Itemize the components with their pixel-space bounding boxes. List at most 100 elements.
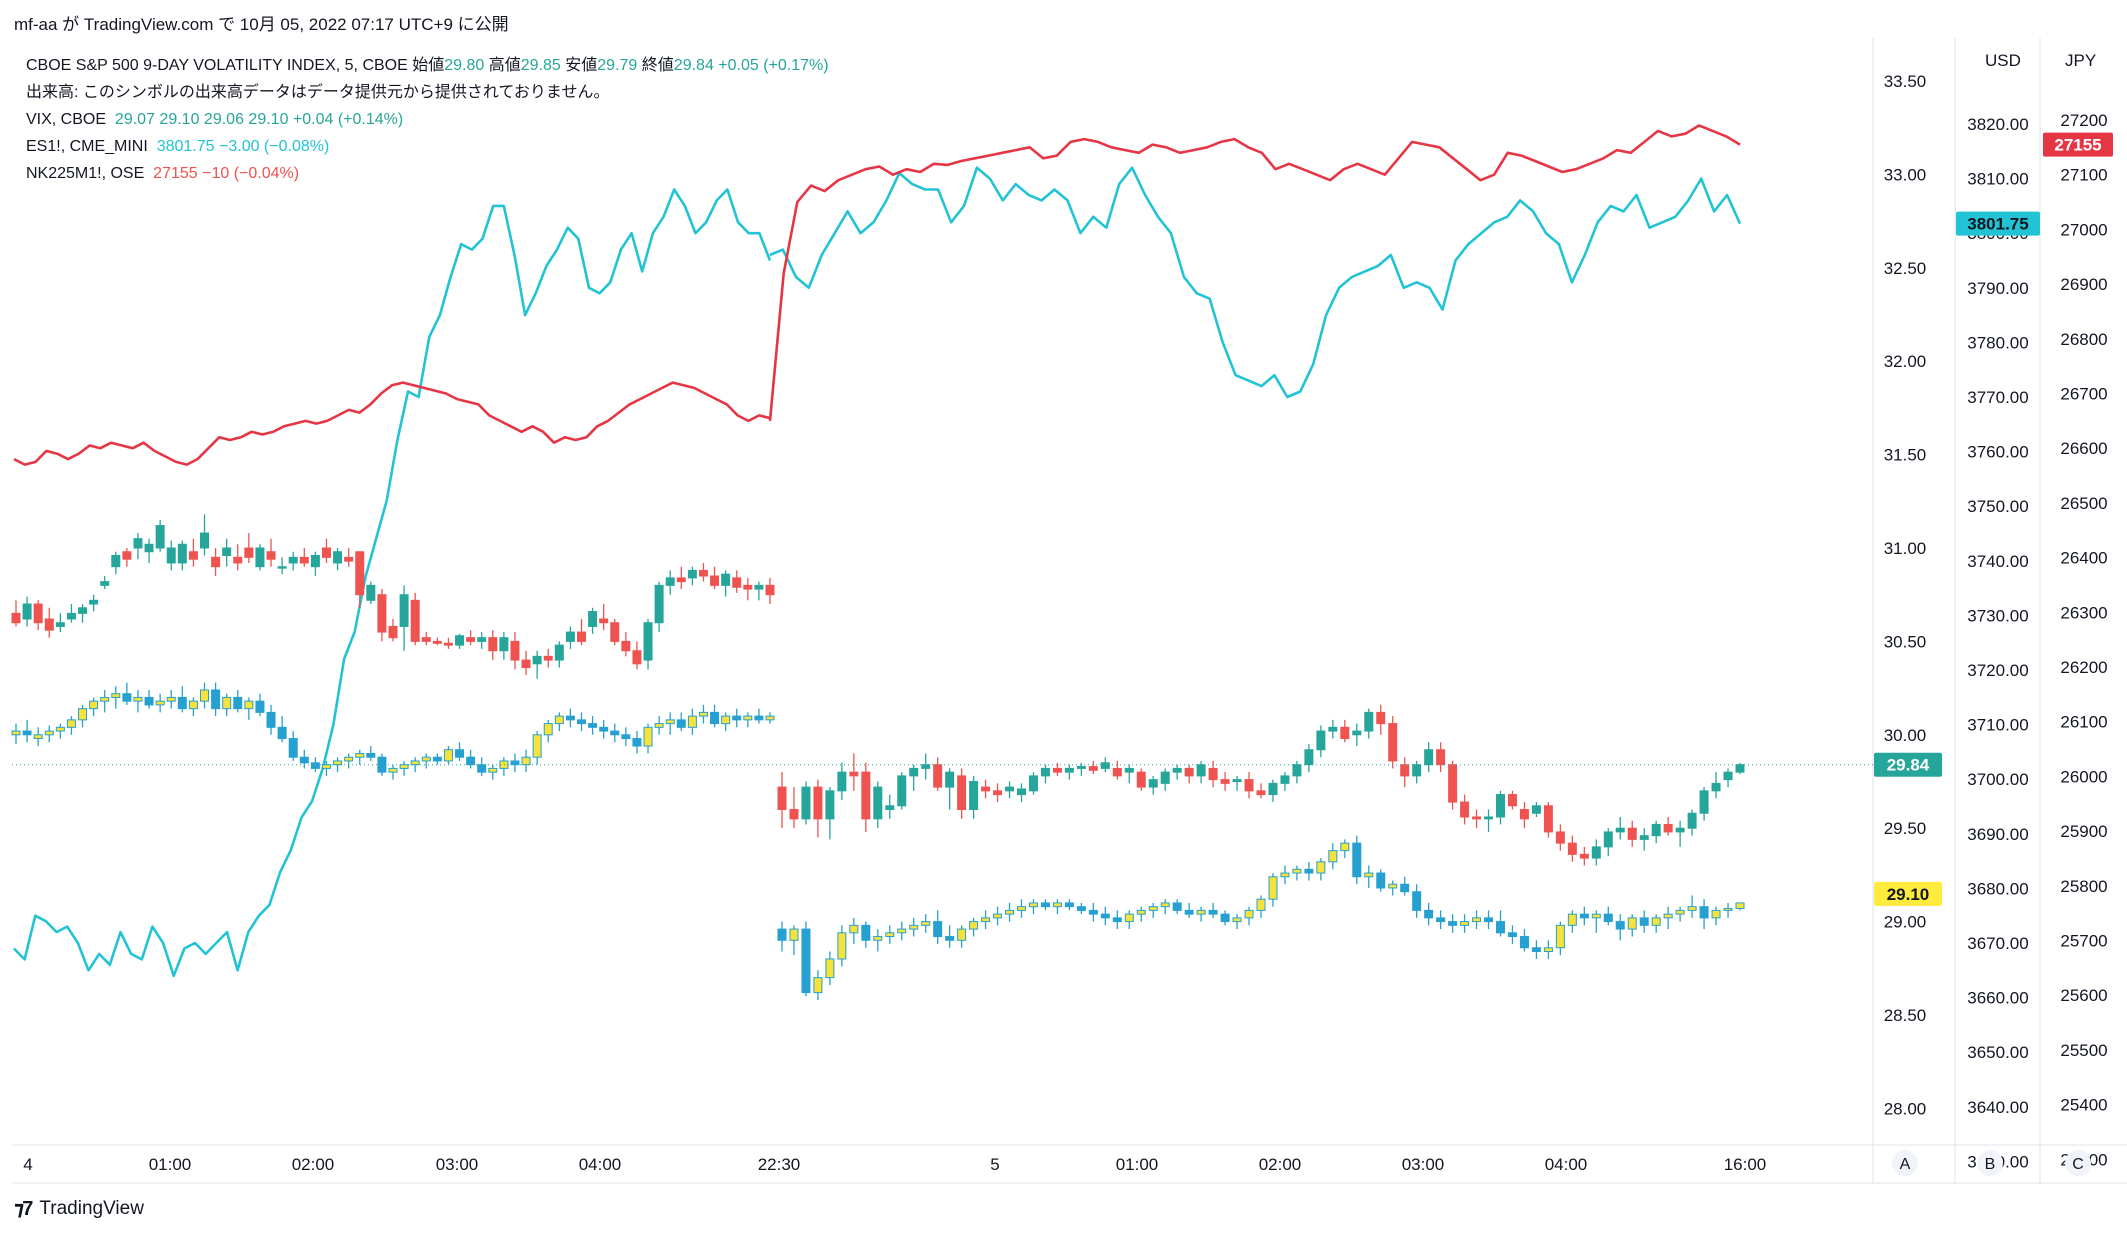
candle-body [1639,917,1649,926]
candle-body [599,618,609,624]
jpy-tick-label: 25400 [2060,1096,2107,1115]
jpy-tick-label: 27000 [2060,220,2107,239]
candle-body [1424,749,1434,766]
legend-nk-symbol: NK225M1!, OSE [26,165,145,182]
candle-body [1472,816,1482,820]
candle-body [1519,809,1529,820]
candle-body [1543,805,1553,833]
candle-body [710,575,720,586]
candle-body [133,696,143,702]
candle-body [665,577,675,586]
vix9d-candles [11,514,1745,866]
candle-body [1005,786,1015,792]
candle-body [1531,805,1541,814]
price-and-time-axes: 33.50 33.00 32.50 32.00 31.50 31.00 30.50 30.00… [12,38,2127,1184]
nk-last-badge [2043,132,2113,157]
candle-body [665,719,675,725]
candle-body [532,655,542,665]
legend-main-row: CBOE S&P 500 9-DAY VOLATILITY INDEX, 5, … [26,52,829,79]
candle-body [789,809,799,820]
candle-body [89,599,99,605]
candle-body [277,566,287,569]
candle-body [813,786,823,820]
candle-body [632,650,642,665]
candle-body [543,723,553,736]
candle-body [1723,771,1733,781]
candle-body [1172,902,1182,911]
candle-body [133,538,143,549]
time-tick-label: 01:00 [149,1155,192,1174]
scale-mode-button-b [1977,1150,2003,1176]
candle-body [577,631,586,642]
es-line-day2 [769,166,1742,399]
candle-body [1304,749,1314,766]
candle-body [885,932,895,938]
candle-body [333,760,343,766]
candle-body [1651,917,1661,926]
candle-body [1591,913,1601,919]
vix9d-last-badge [1874,752,1942,777]
candle-body [111,693,121,698]
candle-body [244,700,254,710]
candle-body [122,693,132,702]
candle-body [721,573,731,586]
vix9d-tick-label: 28.00 [1884,1099,1927,1118]
candle-body [1543,947,1553,952]
candle-body [599,726,609,732]
candle-body [732,577,742,588]
candle-body [1484,816,1494,820]
candle-body [1100,762,1110,769]
candle-body [310,554,320,568]
candle-body [1400,883,1410,893]
jpy-tick-label: 25900 [2060,822,2107,841]
candle-body [299,756,309,764]
candle-body [1627,827,1637,840]
candle-body [1448,764,1458,803]
vix9d-tick-label: 32.00 [1884,352,1927,371]
candle-body [1579,853,1589,859]
candle-body [1531,947,1541,952]
candle-body [1196,909,1206,915]
candle-body [399,764,409,769]
candle-body [676,577,686,583]
time-tick-label: 02:00 [1259,1155,1302,1174]
jpy-tick-label: 26800 [2060,330,2107,349]
candle-body [1005,909,1015,915]
candle-body [488,767,498,773]
candle-body [1112,917,1122,923]
candle-body [981,917,991,923]
legend-high-label: 高値 [488,57,521,74]
candle-body [200,532,209,549]
candle-body [676,719,686,728]
candle-body [981,786,991,792]
candle-body [1627,917,1637,930]
candle-body [969,781,979,811]
footer-brand[interactable]: ⁊7 TradingView [14,1196,144,1221]
candle-body [957,775,967,811]
candle-body [344,756,354,762]
jpy-tick-label: 26000 [2060,767,2107,786]
candle-body [188,551,198,560]
legend-es-change: −3.00 (−0.08%) [219,138,330,155]
usd-tick-label: 3680.00 [1967,879,2028,898]
usd-tick-label: 3700.00 [1967,770,2028,789]
legend-nk-row: NK225M1!, OSE 27155 −10 (−0.04%) [26,160,829,187]
candle-body [1280,775,1290,784]
candle-body [310,762,320,769]
candle-body [1687,812,1697,829]
candle-body [33,603,43,624]
candle-body [643,622,653,661]
candle-body [1711,782,1721,792]
candle-body [1723,908,1733,911]
candle-body [1400,764,1410,777]
candle-body [1591,846,1601,859]
candle-body [1735,902,1745,910]
candle-body [1028,775,1038,792]
usd-tick-label: 3650.00 [1967,1043,2028,1062]
candle-body [1172,767,1182,773]
candle-body [1567,913,1577,926]
candle-body [155,525,165,549]
candle-body [222,547,232,556]
candle-body [825,958,835,979]
